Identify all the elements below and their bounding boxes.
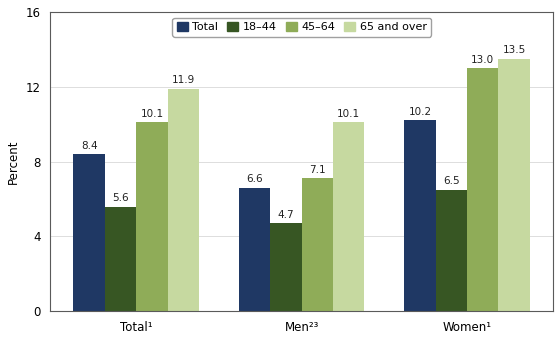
Legend: Total, 18–44, 45–64, 65 and over: Total, 18–44, 45–64, 65 and over bbox=[172, 17, 431, 37]
Bar bbox=[136, 122, 167, 311]
Text: 7.1: 7.1 bbox=[309, 165, 326, 175]
Bar bbox=[302, 178, 333, 311]
Bar bbox=[333, 122, 365, 311]
Text: 13.5: 13.5 bbox=[502, 45, 526, 55]
Text: 10.2: 10.2 bbox=[408, 107, 431, 117]
Bar bbox=[404, 120, 436, 311]
Bar bbox=[498, 59, 530, 311]
Bar bbox=[105, 207, 136, 311]
Text: 11.9: 11.9 bbox=[172, 75, 195, 85]
Text: 10.1: 10.1 bbox=[337, 109, 360, 119]
Text: 10.1: 10.1 bbox=[141, 109, 164, 119]
Text: 4.7: 4.7 bbox=[278, 210, 294, 220]
Bar bbox=[239, 188, 270, 311]
Text: 8.4: 8.4 bbox=[81, 141, 97, 151]
Bar bbox=[467, 68, 498, 311]
Text: 6.5: 6.5 bbox=[443, 176, 460, 186]
Text: 5.6: 5.6 bbox=[112, 193, 129, 203]
Text: 13.0: 13.0 bbox=[471, 55, 494, 65]
Bar bbox=[270, 223, 302, 311]
Text: 6.6: 6.6 bbox=[246, 175, 263, 184]
Y-axis label: Percent: Percent bbox=[7, 139, 20, 184]
Bar bbox=[436, 190, 467, 311]
Bar bbox=[167, 89, 199, 311]
Bar bbox=[73, 154, 105, 311]
